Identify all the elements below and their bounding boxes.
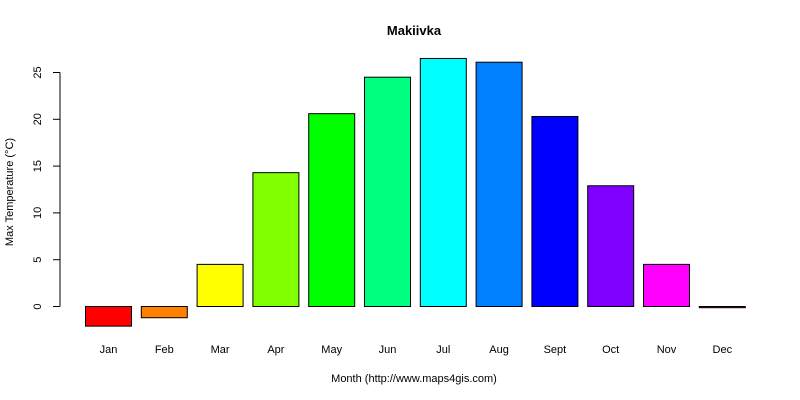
bar-aug [475, 61, 523, 308]
y-axis: 0 5 10 15 20 25 [32, 66, 61, 310]
bar-dec [698, 306, 746, 309]
bar-feb [140, 306, 188, 319]
y-tick-label: 5 [32, 257, 44, 263]
y-tick-label: 10 [32, 207, 44, 219]
y-tick-label: 20 [32, 113, 44, 125]
x-axis-label: Month (http://www.maps4gis.com) [331, 373, 497, 385]
x-tick-label: Nov [657, 344, 677, 356]
x-tick-label: Mar [211, 344, 230, 356]
x-tick-label: May [321, 344, 342, 356]
x-tick-label: Oct [602, 344, 619, 356]
y-tick-label: 25 [32, 66, 44, 78]
x-tick-label: Dec [713, 344, 733, 356]
y-tick-label: 15 [32, 160, 44, 172]
bar-oct [587, 185, 635, 307]
bars [85, 57, 746, 327]
x-tick-label: Sept [544, 344, 567, 356]
x-tick-label: Apr [267, 344, 284, 356]
bar-may [308, 113, 356, 307]
x-tick-label: Jul [436, 344, 450, 356]
bar-jun [364, 76, 411, 308]
bar-jan [85, 306, 132, 327]
bar-mar [196, 263, 244, 308]
x-tick-label: Feb [155, 344, 174, 356]
chart-title: Makiivka [387, 23, 442, 38]
x-tick-labels: Jan Feb Mar Apr May Jun Jul Aug Sept Oct Nov Dec [100, 344, 733, 356]
y-tick-label: 0 [32, 303, 44, 309]
y-axis-label: Max Temperature (°C) [4, 138, 16, 246]
x-tick-label: Aug [489, 344, 509, 356]
bar-sept [531, 115, 579, 307]
bar-jul [419, 57, 467, 307]
x-tick-label: Jan [100, 344, 118, 356]
bar-nov [643, 263, 690, 308]
bar-apr [252, 172, 300, 307]
x-tick-label: Jun [379, 344, 397, 356]
